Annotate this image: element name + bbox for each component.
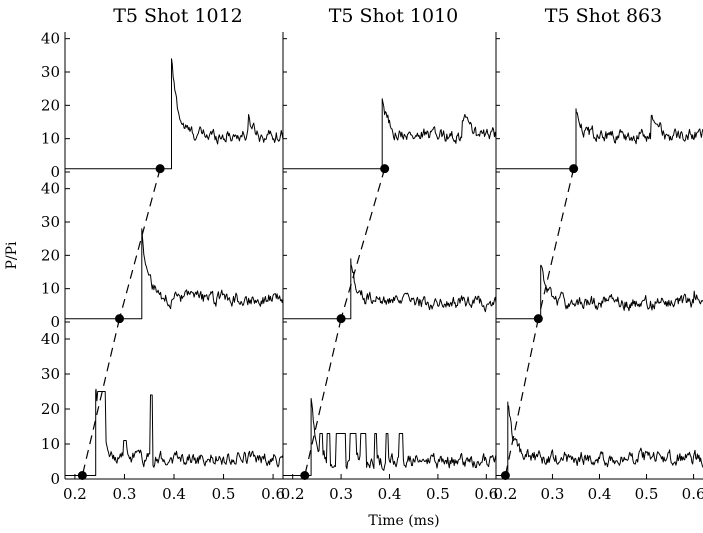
shock-trajectory-line <box>537 168 575 319</box>
x-tick-label: 0.3 <box>113 485 137 503</box>
pressure-trace-col-2-row-0 <box>496 108 703 170</box>
x-tick-label: 0.5 <box>212 485 236 503</box>
y-tick-label: 0 <box>50 313 60 331</box>
x-tick-label: 0.6 <box>261 485 285 503</box>
x-tick-label: 0.2 <box>281 485 305 503</box>
shock-trajectory-line <box>504 318 539 476</box>
y-tick-label: 30 <box>41 213 60 231</box>
y-tick-label: 40 <box>41 330 60 348</box>
x-tick-label: 0.6 <box>474 485 498 503</box>
x-tick-label: 0.3 <box>541 485 565 503</box>
shock-trajectory-line <box>340 168 386 319</box>
pressure-trace-col-0-row-1 <box>65 228 284 320</box>
shock-trajectory-line <box>304 318 342 476</box>
y-tick-label: 10 <box>41 280 60 298</box>
y-tick-label: 40 <box>41 180 60 198</box>
x-tick-label: 0.2 <box>63 485 87 503</box>
y-tick-label: 10 <box>41 130 60 148</box>
shock-trajectory-line <box>118 168 161 319</box>
arrival-marker <box>155 164 165 174</box>
arrival-marker <box>380 164 390 174</box>
y-tick-label: 30 <box>41 365 60 383</box>
x-tick-label: 0.3 <box>329 485 353 503</box>
x-axis-label: Time (ms) <box>368 513 439 529</box>
x-tick-label: 0.4 <box>162 485 186 503</box>
shock-trajectory-line <box>81 318 121 476</box>
pressure-trace-col-1-row-0 <box>283 98 497 170</box>
y-tick-label: 30 <box>41 63 60 81</box>
y-tick-label: 20 <box>41 96 60 114</box>
arrival-marker <box>336 314 346 324</box>
arrival-marker <box>115 314 124 324</box>
arrival-marker <box>533 314 543 324</box>
arrival-marker <box>569 164 579 174</box>
arrival-marker <box>77 471 87 480</box>
x-tick-label: 0.6 <box>682 485 703 503</box>
column-title-shot-863: T5 Shot 863 <box>545 5 662 27</box>
y-tick-label: 20 <box>41 246 60 264</box>
arrival-marker <box>300 471 310 480</box>
x-tick-label: 0.4 <box>378 485 402 503</box>
pressure-trace-col-1-row-1 <box>283 258 497 320</box>
x-tick-label: 0.5 <box>635 485 659 503</box>
pressure-trace-col-0-row-2 <box>65 388 284 476</box>
pressure-trace-col-2-row-1 <box>496 264 703 320</box>
arrival-marker <box>500 471 510 480</box>
x-tick-label: 0.4 <box>588 485 612 503</box>
x-tick-label: 0.2 <box>493 485 517 503</box>
y-tick-label: 20 <box>41 400 60 418</box>
y-tick-label: 0 <box>50 470 60 488</box>
y-tick-label: 40 <box>41 30 60 48</box>
y-tick-label: 10 <box>41 435 60 453</box>
pressure-trace-col-2-row-2 <box>496 401 703 476</box>
pressure-trace-col-0-row-0 <box>65 58 284 170</box>
x-tick-label: 0.5 <box>426 485 450 503</box>
pressure-trace-col-1-row-2 <box>283 398 497 476</box>
y-tick-label: 0 <box>50 163 60 181</box>
column-title-shot-1010: T5 Shot 1010 <box>329 5 459 27</box>
column-title-shot-1012: T5 Shot 1012 <box>113 5 243 27</box>
y-axis-label: P/Pi <box>4 241 20 270</box>
